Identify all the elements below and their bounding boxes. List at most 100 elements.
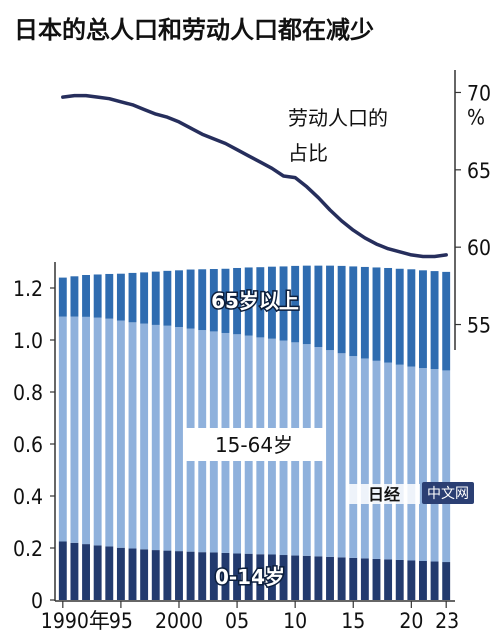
labor-share-line (61, 93, 448, 259)
bar-2019-series-0 (395, 559, 404, 600)
line-group (61, 93, 448, 259)
bar-2023-series-2 (442, 271, 451, 371)
bar-2022-series-1 (430, 369, 439, 562)
right-tick-label: 65 (467, 159, 491, 183)
bar-2001-series-2 (186, 269, 195, 329)
bar-2015-series-2 (349, 266, 358, 357)
bar-2016-series-2 (360, 266, 369, 359)
bar-2021-series-2 (419, 270, 427, 369)
bar-1990-series-2 (58, 277, 67, 317)
bar-2023-series-1 (442, 370, 451, 563)
bar-2005-series-2 (233, 267, 242, 335)
bar-1992-series-1 (82, 316, 90, 545)
bar-2007-series-2 (256, 267, 265, 338)
bar-1997-series-0 (140, 549, 149, 600)
bar-2004-series-2 (221, 268, 230, 333)
bar-1999-series-2 (163, 270, 172, 326)
left-tick-label: 1.2 (13, 277, 43, 301)
bar-2021-series-0 (419, 561, 427, 600)
bar-1996-series-2 (128, 272, 137, 323)
bar-2020-series-2 (407, 269, 416, 367)
bar-2007-series-0 (256, 554, 265, 600)
bar-2013-series-1 (326, 350, 334, 557)
chart-title: 日本的总人口和劳动人口都在减少 (14, 16, 374, 44)
watermark-badge (422, 482, 474, 504)
label-15-64: 15-64岁 (215, 433, 293, 457)
bar-2012-series-2 (314, 265, 323, 348)
watermark: 日经 中文网 (348, 482, 474, 504)
bar-2009-series-2 (279, 266, 288, 341)
left-tick-label: 0.2 (13, 537, 43, 561)
bar-2017-series-0 (372, 558, 381, 600)
x-tick-label: 95 (109, 609, 133, 632)
bar-1994-series-1 (105, 318, 114, 547)
left-tick-label: 1.0 (13, 329, 43, 353)
bar-1998-series-2 (151, 271, 160, 325)
bar-2016-series-1 (360, 358, 369, 559)
bar-2014-series-0 (337, 557, 346, 600)
bar-2021-series-1 (419, 368, 427, 561)
bar-1992-series-0 (82, 544, 90, 600)
bar-1998-series-1 (151, 324, 160, 551)
bar-1999-series-1 (163, 325, 172, 551)
bar-2018-series-2 (384, 267, 393, 363)
bar-2023-series-0 (442, 562, 451, 600)
bar-2011-series-2 (302, 265, 311, 345)
bar-2022-series-2 (430, 271, 439, 370)
right-tick-label: 55 (467, 314, 491, 338)
bar-2015-series-1 (349, 356, 358, 558)
bar-1994-series-0 (105, 546, 114, 600)
bar-2005-series-0 (233, 553, 242, 600)
label-15-64-box (183, 428, 324, 461)
x-tick-label: 1990年 (41, 609, 110, 632)
bar-1996-series-1 (128, 322, 137, 549)
left-tick-label: 0 (31, 589, 43, 613)
line-label-1: 劳动人口的 (288, 106, 388, 130)
label-65-plus: 65岁以上 (211, 289, 299, 313)
bar-1994-series-2 (105, 273, 114, 319)
bar-2003-series-2 (209, 269, 218, 332)
bar-1997-series-1 (140, 323, 149, 550)
right-tick-label: 70 (467, 81, 491, 105)
bar-1993-series-2 (93, 274, 102, 318)
bar-1998-series-0 (151, 550, 160, 600)
bar-1999-series-0 (163, 550, 172, 600)
bar-2012-series-0 (314, 556, 323, 600)
right-axis-unit: % (467, 105, 485, 129)
bar-2013-series-0 (326, 556, 334, 600)
bar-2000-series-2 (175, 270, 183, 327)
bar-1993-series-0 (93, 545, 102, 600)
bar-2019-series-2 (395, 268, 404, 365)
bar-2019-series-1 (395, 364, 404, 560)
left-tick-label: 0.4 (13, 485, 43, 509)
bar-1990-series-0 (58, 541, 67, 600)
x-tick-label: 23 (435, 609, 459, 632)
x-tick-label: 10 (283, 609, 307, 632)
x-tick-label: 05 (225, 609, 249, 632)
bar-1995-series-2 (116, 273, 125, 321)
bar-2000-series-1 (175, 327, 183, 552)
bar-2022-series-0 (430, 561, 439, 600)
bar-1991-series-1 (70, 316, 79, 543)
right-tick-label: 60 (467, 236, 491, 260)
bar-2006-series-2 (244, 267, 253, 336)
left-tick-label: 0.6 (13, 433, 43, 457)
bar-2018-series-1 (384, 362, 393, 560)
bar-2009-series-0 (279, 555, 288, 600)
bar-2008-series-0 (267, 554, 276, 600)
watermark-text: 中文网 (427, 486, 469, 502)
bar-2004-series-0 (221, 552, 230, 600)
bar-1991-series-0 (70, 542, 79, 600)
bar-2015-series-0 (349, 557, 358, 600)
bar-2002-series-0 (198, 552, 207, 600)
bar-1995-series-0 (116, 547, 125, 600)
bar-2006-series-0 (244, 553, 253, 600)
bar-2010-series-2 (291, 265, 300, 343)
bar-1996-series-0 (128, 548, 137, 600)
bar-1997-series-2 (140, 272, 149, 324)
bar-2011-series-0 (302, 555, 311, 600)
x-tick-label: 2000 (155, 609, 203, 632)
bar-2018-series-0 (384, 559, 393, 600)
